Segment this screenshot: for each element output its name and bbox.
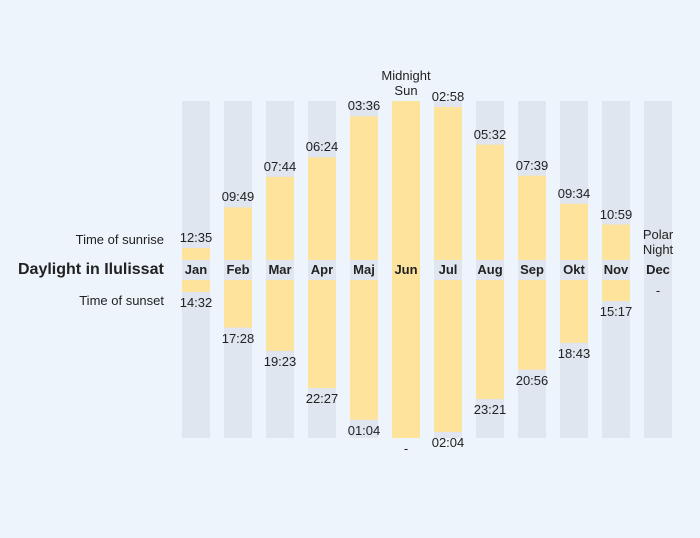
sunset-bar xyxy=(266,280,294,351)
sunrise-label: Time of sunrise xyxy=(75,232,164,247)
sunrise-bar xyxy=(602,224,630,260)
sunrise-bar xyxy=(518,175,546,260)
chart-title: Daylight in Ilulissat xyxy=(18,261,164,278)
month-label: Apr xyxy=(310,262,334,277)
sunset-bar xyxy=(434,280,462,432)
sunrise-value-label: Midnight Sun xyxy=(381,68,431,98)
month-label: Mar xyxy=(268,262,292,277)
month-label: Aug xyxy=(477,262,503,277)
sunset-value-label: 23:21 xyxy=(473,402,507,418)
month-label: Jan xyxy=(184,262,208,277)
sunset-value-label: 15:17 xyxy=(599,304,633,320)
sunrise-value-label: 09:49 xyxy=(221,189,255,205)
month-label: Maj xyxy=(353,262,375,277)
sunset-label: Time of sunset xyxy=(79,293,164,308)
sunset-bar xyxy=(182,280,210,292)
sunset-bar xyxy=(350,280,378,420)
sunrise-value-label: 07:39 xyxy=(515,157,549,173)
sunrise-bar xyxy=(560,203,588,260)
sunrise-bar xyxy=(476,144,504,260)
sunrise-value-label: 02:58 xyxy=(431,89,465,104)
sunset-value-label: 20:56 xyxy=(515,372,549,388)
sunset-value-label: 01:04 xyxy=(347,422,381,438)
sunrise-value-label: 07:44 xyxy=(263,158,297,174)
sunrise-value-label: Polar Night xyxy=(642,227,674,257)
sunrise-value-label: 06:24 xyxy=(305,139,339,155)
month-column xyxy=(518,101,546,438)
sunrise-bar xyxy=(182,248,210,260)
sunset-bar xyxy=(602,280,630,302)
sunrise-bar xyxy=(434,107,462,260)
month-label: Okt xyxy=(563,262,585,277)
sunrise-value-label: 03:36 xyxy=(347,98,381,114)
midnight-sun-bar xyxy=(392,101,420,438)
sunrise-value-label: 12:35 xyxy=(179,230,213,245)
sunset-bar xyxy=(308,280,336,389)
sunset-value-label: 18:43 xyxy=(557,345,591,361)
sunrise-value-label: 05:32 xyxy=(473,126,507,142)
sunrise-bar xyxy=(308,157,336,260)
month-column xyxy=(224,101,252,438)
month-label: Jun xyxy=(394,262,418,277)
sunset-bar xyxy=(560,280,588,343)
sunrise-bar xyxy=(266,176,294,260)
sunset-value-label: 19:23 xyxy=(263,353,297,369)
month-label: Jul xyxy=(438,262,458,277)
sunset-value-label: 14:32 xyxy=(179,295,213,310)
sunset-value-label: - xyxy=(655,283,661,298)
month-label: Sep xyxy=(520,262,544,277)
month-label: Feb xyxy=(226,262,250,277)
month-column xyxy=(266,101,294,438)
month-column xyxy=(560,101,588,438)
sunset-value-label: - xyxy=(403,441,409,456)
month-column xyxy=(602,101,630,438)
sunset-bar xyxy=(518,280,546,370)
sunset-bar xyxy=(476,280,504,400)
sunrise-value-label: 09:34 xyxy=(557,185,591,201)
sunset-value-label: 22:27 xyxy=(305,391,339,407)
month-label: Nov xyxy=(603,262,629,277)
month-column xyxy=(644,101,672,438)
sunset-value-label: 02:04 xyxy=(431,435,465,450)
sunrise-bar xyxy=(350,116,378,260)
sunset-bar xyxy=(224,280,252,328)
sunset-value-label: 17:28 xyxy=(221,330,255,346)
sunrise-bar xyxy=(224,207,252,260)
month-column xyxy=(182,101,210,438)
month-label: Dec xyxy=(646,262,670,277)
sunrise-value-label: 10:59 xyxy=(599,206,633,222)
